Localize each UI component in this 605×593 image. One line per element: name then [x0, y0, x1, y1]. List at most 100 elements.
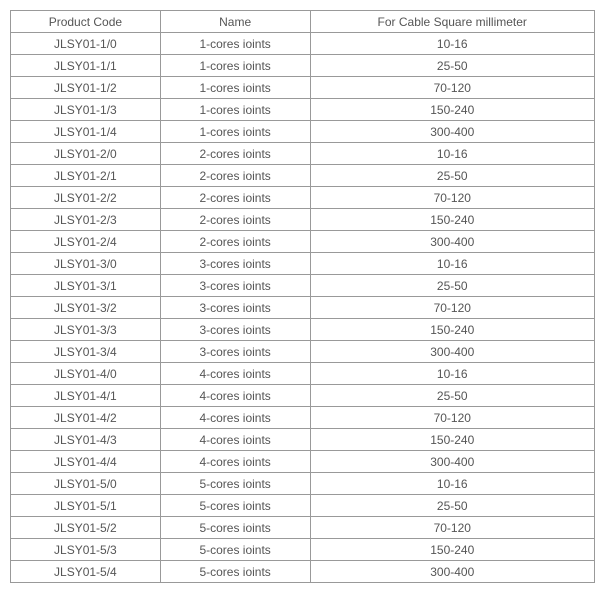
table-cell: 300-400: [310, 341, 595, 363]
table-row: JLSY01-3/13-cores ioints25-50: [11, 275, 595, 297]
table-cell: 70-120: [310, 407, 595, 429]
table-row: JLSY01-4/34-cores ioints150-240: [11, 429, 595, 451]
table-row: JLSY01-3/33-cores ioints150-240: [11, 319, 595, 341]
table-row: JLSY01-3/23-cores ioints70-120: [11, 297, 595, 319]
table-row: JLSY01-1/21-cores ioints70-120: [11, 77, 595, 99]
table-cell: 1-cores ioints: [160, 99, 310, 121]
table-cell: 25-50: [310, 495, 595, 517]
table-cell: JLSY01-3/4: [11, 341, 161, 363]
table-cell: 2-cores ioints: [160, 165, 310, 187]
table-cell: JLSY01-1/3: [11, 99, 161, 121]
table-cell: 5-cores ioints: [160, 473, 310, 495]
table-row: JLSY01-5/05-cores ioints10-16: [11, 473, 595, 495]
table-row: JLSY01-5/15-cores ioints25-50: [11, 495, 595, 517]
table-cell: 3-cores ioints: [160, 319, 310, 341]
col-header-product-code: Product Code: [11, 11, 161, 33]
table-cell: 10-16: [310, 143, 595, 165]
table-cell: JLSY01-2/4: [11, 231, 161, 253]
product-table: Product Code Name For Cable Square milli…: [10, 10, 595, 583]
table-cell: 5-cores ioints: [160, 495, 310, 517]
table-cell: 150-240: [310, 539, 595, 561]
table-body: JLSY01-1/01-cores ioints10-16JLSY01-1/11…: [11, 33, 595, 583]
table-cell: 70-120: [310, 187, 595, 209]
table-row: JLSY01-4/14-cores ioints25-50: [11, 385, 595, 407]
table-cell: 3-cores ioints: [160, 253, 310, 275]
table-cell: JLSY01-2/1: [11, 165, 161, 187]
table-cell: 10-16: [310, 363, 595, 385]
table-cell: 4-cores ioints: [160, 429, 310, 451]
table-cell: 4-cores ioints: [160, 385, 310, 407]
table-cell: 1-cores ioints: [160, 33, 310, 55]
table-cell: 2-cores ioints: [160, 187, 310, 209]
table-row: JLSY01-2/32-cores ioints150-240: [11, 209, 595, 231]
table-cell: JLSY01-1/0: [11, 33, 161, 55]
table-cell: 5-cores ioints: [160, 517, 310, 539]
table-row: JLSY01-2/12-cores ioints25-50: [11, 165, 595, 187]
table-cell: JLSY01-4/1: [11, 385, 161, 407]
table-cell: 70-120: [310, 297, 595, 319]
table-row: JLSY01-2/22-cores ioints70-120: [11, 187, 595, 209]
col-header-name: Name: [160, 11, 310, 33]
table-cell: 4-cores ioints: [160, 451, 310, 473]
table-cell: JLSY01-4/4: [11, 451, 161, 473]
table-row: JLSY01-5/45-cores ioints300-400: [11, 561, 595, 583]
table-row: JLSY01-1/01-cores ioints10-16: [11, 33, 595, 55]
table-cell: JLSY01-4/3: [11, 429, 161, 451]
table-cell: 150-240: [310, 99, 595, 121]
table-row: JLSY01-4/44-cores ioints300-400: [11, 451, 595, 473]
table-cell: 10-16: [310, 33, 595, 55]
table-cell: 3-cores ioints: [160, 275, 310, 297]
table-cell: 5-cores ioints: [160, 561, 310, 583]
table-cell: 1-cores ioints: [160, 121, 310, 143]
table-row: JLSY01-1/41-cores ioints300-400: [11, 121, 595, 143]
table-row: JLSY01-5/35-cores ioints150-240: [11, 539, 595, 561]
table-cell: JLSY01-3/1: [11, 275, 161, 297]
table-cell: JLSY01-2/3: [11, 209, 161, 231]
table-row: JLSY01-4/24-cores ioints70-120: [11, 407, 595, 429]
table-cell: 3-cores ioints: [160, 341, 310, 363]
table-cell: JLSY01-1/1: [11, 55, 161, 77]
table-cell: 2-cores ioints: [160, 231, 310, 253]
table-cell: 25-50: [310, 55, 595, 77]
table-cell: 25-50: [310, 385, 595, 407]
table-header: Product Code Name For Cable Square milli…: [11, 11, 595, 33]
table-row: JLSY01-1/11-cores ioints25-50: [11, 55, 595, 77]
table-cell: JLSY01-5/0: [11, 473, 161, 495]
table-cell: 4-cores ioints: [160, 407, 310, 429]
table-cell: 5-cores ioints: [160, 539, 310, 561]
header-row: Product Code Name For Cable Square milli…: [11, 11, 595, 33]
col-header-cable: For Cable Square millimeter: [310, 11, 595, 33]
table-cell: JLSY01-3/3: [11, 319, 161, 341]
table-cell: JLSY01-3/0: [11, 253, 161, 275]
table-row: JLSY01-1/31-cores ioints150-240: [11, 99, 595, 121]
table-cell: 150-240: [310, 319, 595, 341]
table-cell: 70-120: [310, 517, 595, 539]
table-cell: 150-240: [310, 209, 595, 231]
table-cell: 300-400: [310, 121, 595, 143]
table-cell: 25-50: [310, 165, 595, 187]
table-cell: 300-400: [310, 561, 595, 583]
table-cell: JLSY01-1/2: [11, 77, 161, 99]
table-cell: JLSY01-5/3: [11, 539, 161, 561]
table-cell: 300-400: [310, 451, 595, 473]
table-cell: 25-50: [310, 275, 595, 297]
table-row: JLSY01-2/42-cores ioints300-400: [11, 231, 595, 253]
table-row: JLSY01-2/02-cores ioints10-16: [11, 143, 595, 165]
table-cell: JLSY01-3/2: [11, 297, 161, 319]
table-cell: 3-cores ioints: [160, 297, 310, 319]
table-cell: 300-400: [310, 231, 595, 253]
table-cell: 10-16: [310, 253, 595, 275]
table-cell: 1-cores ioints: [160, 77, 310, 99]
table-cell: 2-cores ioints: [160, 209, 310, 231]
table-cell: 70-120: [310, 77, 595, 99]
table-row: JLSY01-4/04-cores ioints10-16: [11, 363, 595, 385]
table-cell: JLSY01-4/2: [11, 407, 161, 429]
table-cell: 4-cores ioints: [160, 363, 310, 385]
table-row: JLSY01-3/03-cores ioints10-16: [11, 253, 595, 275]
table-cell: JLSY01-1/4: [11, 121, 161, 143]
table-row: JLSY01-5/25-cores ioints70-120: [11, 517, 595, 539]
table-cell: JLSY01-5/2: [11, 517, 161, 539]
table-cell: 10-16: [310, 473, 595, 495]
table-row: JLSY01-3/43-cores ioints300-400: [11, 341, 595, 363]
table-cell: JLSY01-5/4: [11, 561, 161, 583]
